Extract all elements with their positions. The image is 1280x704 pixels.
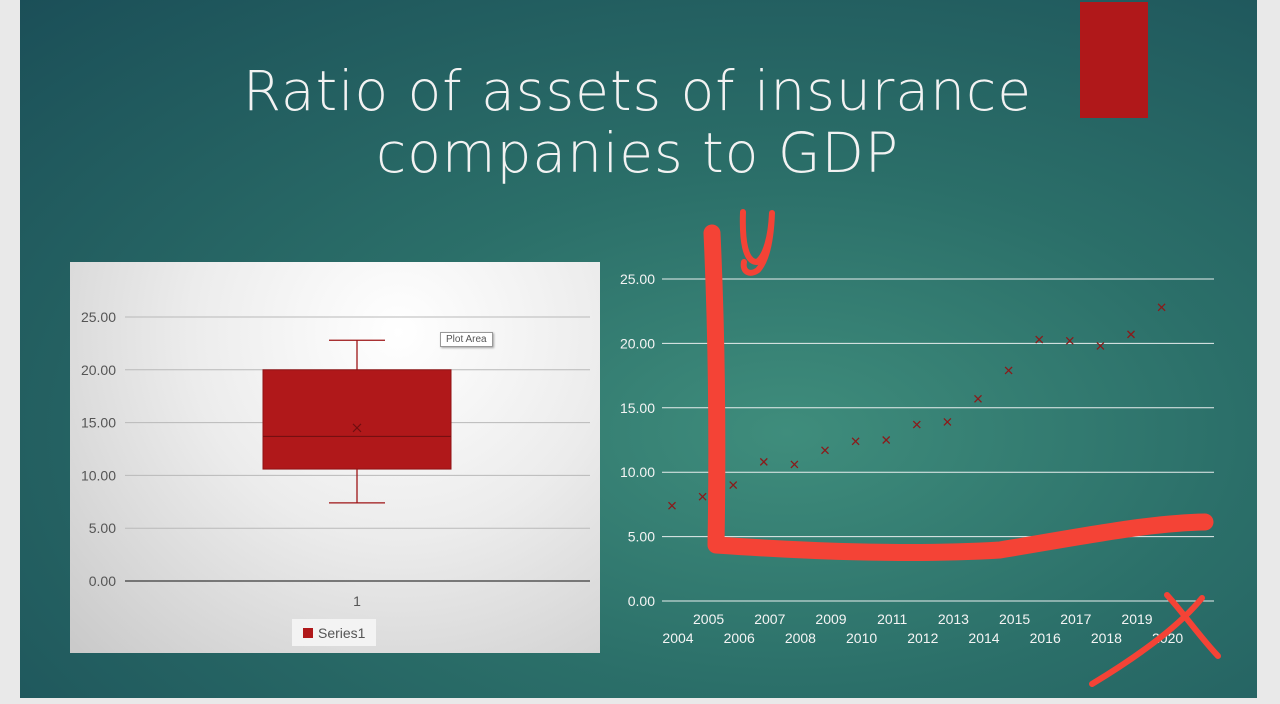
scatter-point [729,481,738,490]
scatter-x-tick-label: 2017 [1060,611,1091,627]
scatter-x-tick-label: 2016 [1030,630,1061,646]
scatter-x-tick-label: 2007 [754,611,785,627]
scatter-point [882,436,891,444]
scatter-y-tick-label: 5.00 [628,529,655,545]
scatter-x-tick-label: 2004 [662,630,693,646]
box-y-tick-label: 5.00 [89,520,116,536]
scatter-x-tick-label: 2009 [815,611,846,627]
scatter-point [974,394,982,403]
scatter-y-tick-label: 0.00 [628,593,655,609]
scatter-x-tick-label: 2006 [724,630,755,646]
scatter-x-tick-label: 2012 [907,630,938,646]
scatter-point [668,501,676,510]
plot-area-tooltip: Plot Area [440,332,493,347]
scatter-point [851,437,860,446]
title-line-2: companies to GDP [375,121,900,185]
scatter-x-tick-label: 2005 [693,611,724,627]
scatter-x-tick-label: 2019 [1121,611,1152,627]
scatter-x-tick-label: 2011 [877,611,907,627]
title-line-1: Ratio of assets of insurance [242,59,1033,123]
box-y-tick-label: 25.00 [81,309,116,325]
scatter-point [943,418,952,426]
scatter-x-tick-label: 2013 [938,611,969,627]
box-mean-marker [352,423,362,433]
box-plot-legend[interactable]: Series1 [292,619,376,646]
scatter-x-tick-label: 2008 [785,630,816,646]
scatter-point [759,457,768,466]
legend-swatch [303,627,313,638]
scatter-point [790,460,799,469]
scatter-x-tick-label: 2014 [968,630,999,646]
box-iqr [262,369,452,470]
box-y-tick-label: 10.00 [81,467,116,483]
scatter-point [1157,303,1166,312]
scatter-y-tick-label: 10.00 [620,464,655,480]
slide-title: Ratio of assets of insurance companies t… [0,60,1275,184]
scatter-point [821,446,829,455]
scatter-point [1035,335,1044,344]
box-x-tick-label: 1 [353,593,361,609]
scatter-y-tick-label: 20.00 [620,335,655,351]
scatter-point [1004,366,1013,375]
legend-label: Series1 [318,624,366,641]
scatter-y-tick-label: 15.00 [620,400,655,416]
scatter-x-tick-label: 2018 [1091,630,1122,646]
box-y-tick-label: 15.00 [81,415,116,431]
box-y-tick-label: 0.00 [89,573,116,589]
scatter-y-tick-label: 25.00 [620,271,655,287]
scatter-x-tick-label: 2020 [1152,630,1183,646]
scatter-point [698,492,707,501]
scatter-point [1127,330,1135,339]
scatter-x-tick-label: 2015 [999,611,1030,627]
accent-block [1080,2,1148,118]
box-y-tick-label: 20.00 [81,362,116,378]
scatter-x-tick-label: 2010 [846,630,877,646]
scatter-point [912,420,921,429]
